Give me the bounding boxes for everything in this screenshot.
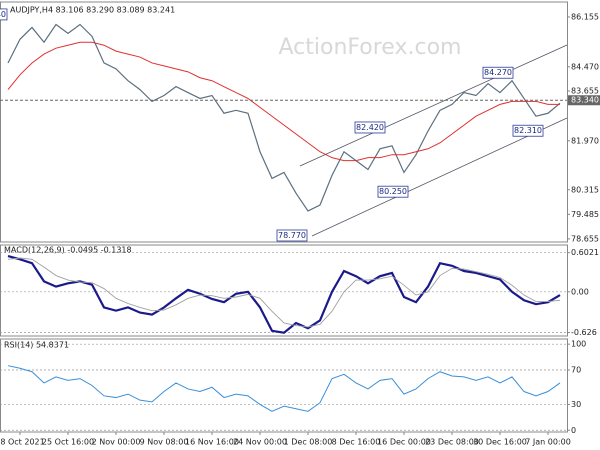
series-line (7, 257, 561, 328)
x-tick-label: 9 Nov 08:00 (140, 438, 189, 447)
annotation-label: 78.770 (278, 231, 306, 240)
rsi-frame (0, 338, 568, 433)
annotation-label: 80.250 (379, 187, 407, 196)
x-tick-label: 2 Nov 00:00 (92, 438, 141, 447)
y-tick-label: 83.655 (571, 86, 599, 95)
x-tick-label: 30 Dec 16:00 (473, 438, 527, 447)
x-tick-label: 18 Oct 2021 (0, 438, 45, 447)
macd-frame (0, 244, 568, 337)
series-line (7, 41, 560, 162)
last-price-box (568, 95, 600, 106)
annotation-label: 82.310 (514, 126, 542, 135)
y-tick-label: 80.315 (571, 185, 599, 194)
x-tick-label: 8 Dec 16:00 (332, 438, 381, 447)
x-tick-label: 24 Nov 00:00 (233, 438, 287, 447)
annotation-box (512, 124, 544, 137)
y-tick-label: 86.155 (571, 12, 599, 21)
x-tick-label: 1 Dec 08:00 (284, 438, 333, 447)
main-frame (0, 1, 568, 243)
y-tick-label: 0.00 (571, 287, 589, 296)
annotation-box (0, 8, 8, 21)
x-tick-label: 25 Oct 16:00 (42, 438, 94, 447)
y-tick-label: 84.470 (571, 62, 599, 71)
channel (299, 44, 568, 237)
annotation-box (377, 185, 409, 198)
annotation-box (276, 229, 308, 242)
annotation-box (482, 66, 514, 79)
y-tick-label: 70 (571, 366, 581, 375)
y-tick-label: 81.970 (571, 136, 599, 145)
macd-title: MACD(12,26,9) -0.0495 -0.1318 (4, 246, 132, 255)
x-tick-label: 7 Jan 00:00 (525, 438, 571, 447)
last-price-label: 83.340 (571, 96, 599, 105)
annotation-box (354, 121, 386, 134)
y-tick-label: 0.6021 (571, 248, 599, 257)
annotation-label: 86.240 (0, 10, 6, 19)
series-line (7, 23, 561, 212)
channel-lower (311, 117, 568, 237)
y-tick-label: 78.655 (571, 234, 599, 243)
y-tick-label: -0.626 (571, 328, 597, 337)
y-tick-label: 30 (571, 400, 581, 409)
rsi-title: RSI(14) 54.8371 (4, 341, 69, 350)
annotation-label: 82.420 (356, 123, 384, 132)
x-tick-label: 16 Dec 00:00 (377, 438, 431, 447)
watermark: ActionForex.com (279, 35, 462, 60)
y-tick-label: 100 (571, 340, 586, 349)
y-tick-label: 0 (571, 426, 576, 435)
x-tick-label: 16 Nov 16:00 (185, 438, 239, 447)
annotation-label: 84.270 (484, 68, 512, 77)
channel-upper (299, 44, 568, 167)
x-tick-label: 23 Dec 08:00 (425, 438, 479, 447)
series-line (7, 365, 561, 412)
y-tick-label: 79.485 (571, 210, 599, 219)
main-title: AUDJPY,H4 83.106 83.290 83.089 83.241 (10, 6, 175, 15)
series-line (7, 254, 561, 334)
